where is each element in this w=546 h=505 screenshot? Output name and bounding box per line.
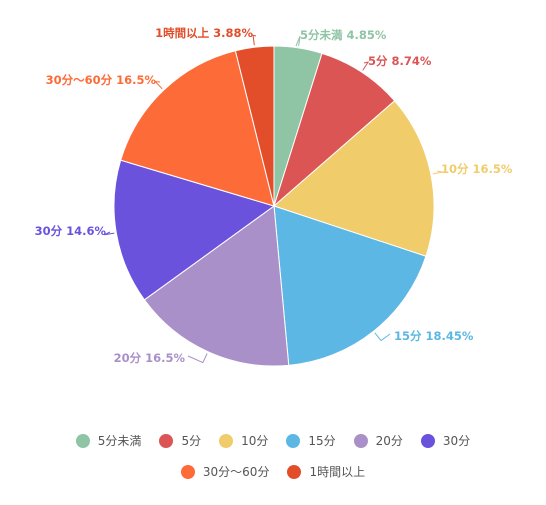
legend-swatch-8 (287, 464, 302, 479)
legend-row-2: 30分～60分 1時間以上 (0, 463, 546, 480)
slice-label-6: 30分 14.6% (35, 224, 107, 238)
legend-label-4: 15分 (308, 434, 336, 448)
legend-label-8: 1時間以上 (309, 465, 366, 479)
legend-item-8[interactable]: 1時間以上 (287, 463, 365, 480)
leader-line-7 (154, 80, 163, 90)
pie-slice-3[interactable] (273, 100, 435, 257)
pie-slice-8[interactable] (234, 45, 275, 207)
legend-swatch-3 (219, 433, 234, 448)
pie-slice-2[interactable] (272, 52, 396, 208)
legend-label-2: 5分 (181, 434, 202, 448)
pie-slice-6[interactable] (113, 159, 276, 301)
legend-swatch-7 (180, 464, 195, 479)
legend-item-6[interactable]: 30分 (420, 432, 471, 449)
leader-line-3 (432, 170, 443, 175)
slice-label-4: 15分 18.45% (394, 329, 474, 343)
legend-item-2[interactable]: 5分 (159, 432, 201, 449)
legend-row-1: 5分未満 5分 10分 15分 20分 30分 (0, 432, 546, 449)
legend-item-5[interactable]: 20分 (353, 432, 403, 449)
legend-swatch-1 (75, 433, 90, 448)
legend-swatch-5 (353, 433, 368, 448)
legend-label-1: 5分未満 (97, 434, 142, 448)
leader-line-2 (362, 61, 370, 71)
legend-item-3[interactable]: 10分 (219, 432, 268, 449)
slice-label-7: 30分～60分 16.5% (46, 73, 157, 87)
slice-label-5: 20分 16.5% (114, 351, 186, 365)
leader-line-5 (187, 353, 208, 364)
legend-label-5: 20分 (375, 434, 403, 448)
legend-swatch-6 (420, 433, 435, 448)
pie-slice-5[interactable] (143, 205, 290, 367)
leader-line-8 (252, 34, 257, 46)
pie-slice-7[interactable] (120, 50, 275, 207)
leader-line-4 (374, 332, 391, 342)
legend-swatch-2 (159, 433, 174, 448)
slice-label-8: 1時間以上 3.88% (155, 26, 253, 40)
leader-line-6 (104, 231, 115, 236)
legend-item-1[interactable]: 5分未満 (75, 432, 142, 449)
legend-item-4[interactable]: 15分 (286, 432, 336, 449)
leader-line-1 (295, 35, 301, 47)
legend-label-7: 30分～60分 (202, 465, 270, 479)
slice-label-3: 10分 16.5% (441, 162, 513, 176)
legend-label-3: 10分 (241, 434, 269, 448)
slice-label-1: 5分未満 4.85% (300, 28, 387, 42)
legend-item-7[interactable]: 30分～60分 (180, 463, 270, 480)
slice-label-2: 5分 8.74% (368, 54, 432, 68)
pie-slice-4[interactable] (273, 205, 427, 366)
legend-label-6: 30分 (442, 434, 471, 448)
legend-swatch-4 (286, 433, 301, 448)
